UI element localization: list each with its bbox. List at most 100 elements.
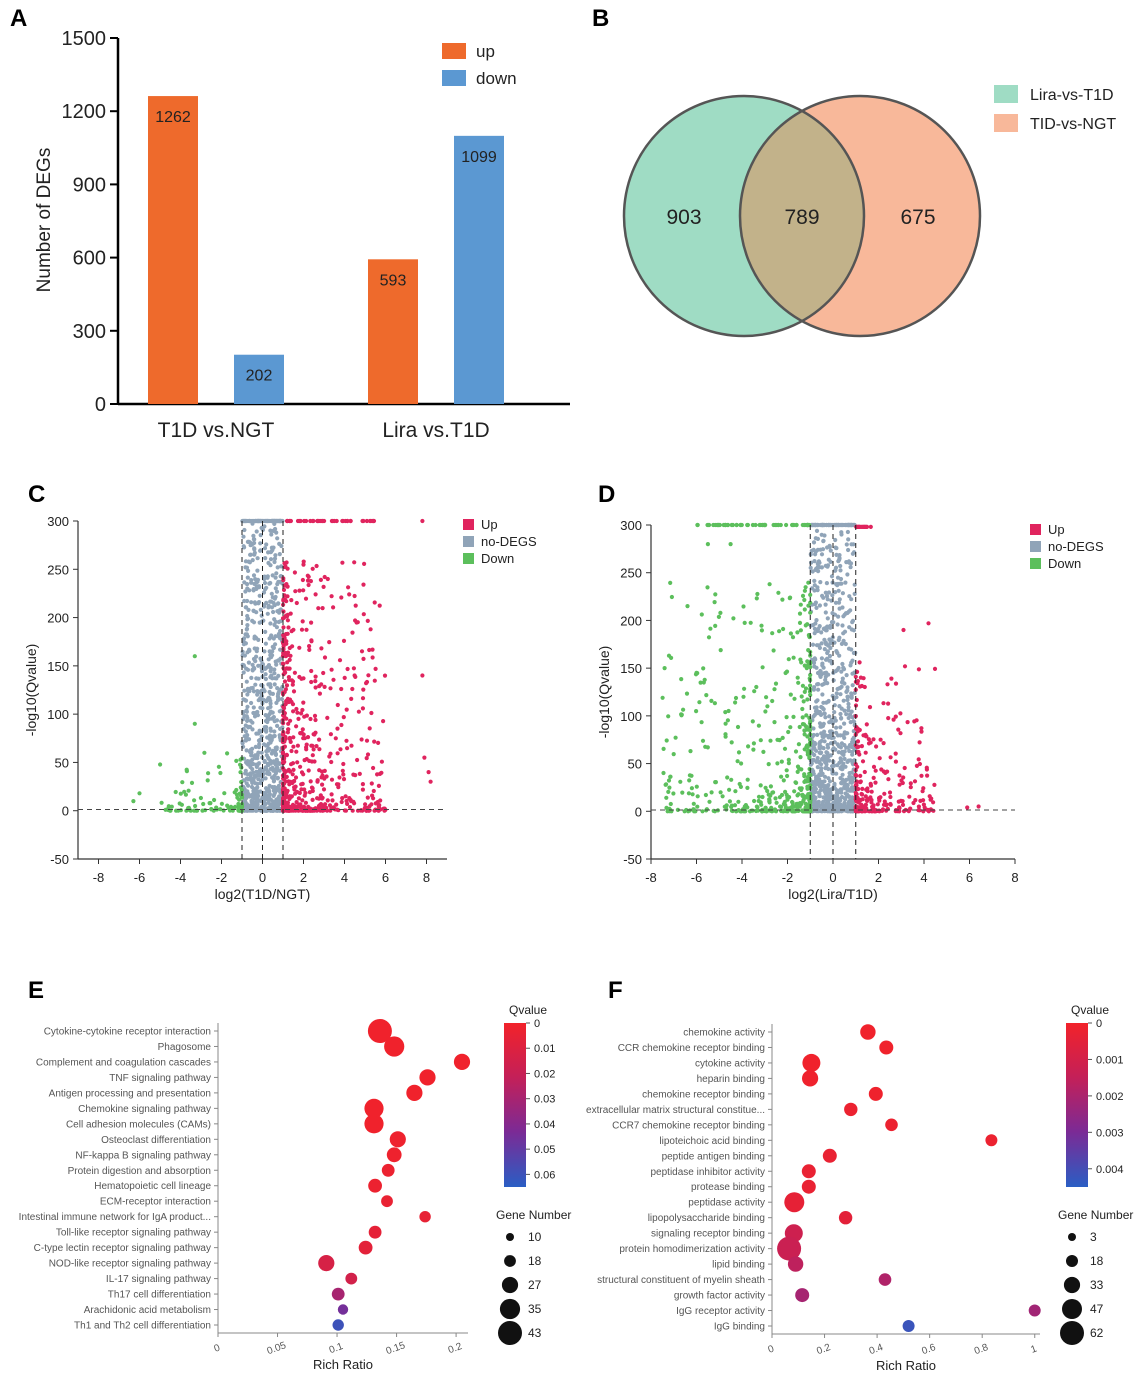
scatter-point [245, 692, 250, 697]
scatter-point [855, 745, 860, 750]
scatter-point [335, 726, 340, 731]
scatter-point [668, 580, 673, 586]
scatter-point [219, 801, 224, 806]
scatter-point [858, 779, 863, 784]
scatter-point [713, 780, 719, 785]
scatter-point [917, 761, 923, 767]
scatter-point [784, 669, 790, 674]
scatter-point [268, 621, 273, 626]
scatter-point [795, 630, 800, 635]
scatter-point [822, 711, 827, 716]
scatter-point [233, 804, 238, 810]
scatter-point [881, 701, 886, 706]
scatter-point [341, 638, 347, 644]
scatter-point [811, 660, 817, 666]
scatter-point [250, 618, 255, 624]
scatter-point [246, 568, 251, 574]
scatter-point [367, 804, 372, 809]
scatter-point [341, 772, 346, 777]
scatter-point [837, 635, 842, 640]
scatter-point [268, 557, 274, 562]
scatter-point [792, 804, 797, 809]
scatter-point [790, 800, 795, 805]
scatter-point [751, 747, 756, 752]
scatter-point [251, 665, 256, 670]
scatter-point [340, 518, 346, 524]
scatter-point [245, 613, 250, 619]
scatter-point [806, 648, 811, 653]
scatter-point [311, 732, 316, 737]
x-tick-label: 0.2 [447, 1341, 464, 1356]
scatter-point [244, 714, 249, 719]
scatter-point [272, 676, 278, 681]
scatter-point [917, 808, 922, 813]
scatter-point [888, 801, 893, 807]
scatter-point [320, 782, 325, 787]
scatter-point [266, 798, 271, 803]
scatter-point [826, 522, 832, 528]
scatter-point [310, 743, 315, 748]
scatter-point [808, 610, 813, 615]
scatter-point [271, 609, 276, 615]
scatter-point [840, 777, 845, 782]
venn-overlap [740, 96, 864, 336]
scatter-point [281, 805, 286, 810]
scatter-point [296, 716, 301, 722]
scatter-point [812, 795, 818, 800]
scatter-point [313, 685, 318, 690]
scatter-point [275, 536, 280, 541]
scatter-point [835, 583, 840, 588]
scatter-point [836, 600, 842, 605]
scatter-point [333, 736, 338, 741]
scatter-point [239, 803, 245, 809]
scatter-point [808, 772, 813, 777]
scatter-point [245, 598, 250, 604]
bubble [878, 1273, 892, 1286]
scatter-point [873, 768, 878, 773]
scatter-point [759, 628, 765, 633]
y-tick-label-a: 900 [73, 174, 106, 196]
scatter-point [845, 572, 850, 577]
scatter-point [285, 594, 290, 599]
scatter-point [371, 788, 376, 794]
scatter-point [272, 556, 278, 561]
scatter-point [814, 618, 819, 623]
scatter-point [807, 676, 812, 681]
bubble [389, 1131, 406, 1148]
scatter-point [851, 542, 856, 547]
scatter-point [286, 721, 291, 726]
scatter-point [851, 650, 857, 656]
scatter-point [205, 778, 210, 783]
scatter-point [365, 618, 370, 624]
scatter-point [858, 684, 863, 689]
scatter-point [258, 548, 263, 553]
scatter-point [251, 587, 256, 592]
scatter-point [373, 666, 378, 672]
scatter-point [823, 602, 828, 607]
scatter-point [818, 788, 823, 793]
scatter-point [846, 808, 851, 813]
scatter-point [786, 657, 791, 662]
scatter-point [792, 789, 797, 794]
scatter-point [258, 607, 263, 612]
scatter-point [256, 777, 261, 782]
term-label: TNF signaling pathway [109, 1073, 211, 1084]
scatter-point [263, 718, 269, 724]
scatter-point [815, 755, 820, 761]
scatter-point [290, 682, 295, 687]
scatter-point [307, 758, 312, 764]
term-label: Chemokine signaling pathway [78, 1104, 211, 1115]
x-tick-label: 0.15 [385, 1340, 407, 1357]
size-legend-label: 18 [1090, 1254, 1104, 1268]
scatter-point [836, 559, 841, 564]
scatter-point [259, 805, 264, 810]
scatter-point [811, 769, 816, 774]
scatter-point [902, 765, 907, 771]
scatter-point [361, 656, 366, 662]
scatter-point [341, 777, 347, 782]
size-legend-label: 33 [1090, 1278, 1104, 1292]
scatter-point [839, 669, 844, 674]
scatter-point [685, 604, 690, 609]
scatter-point [854, 792, 859, 797]
scatter-point [278, 656, 283, 661]
